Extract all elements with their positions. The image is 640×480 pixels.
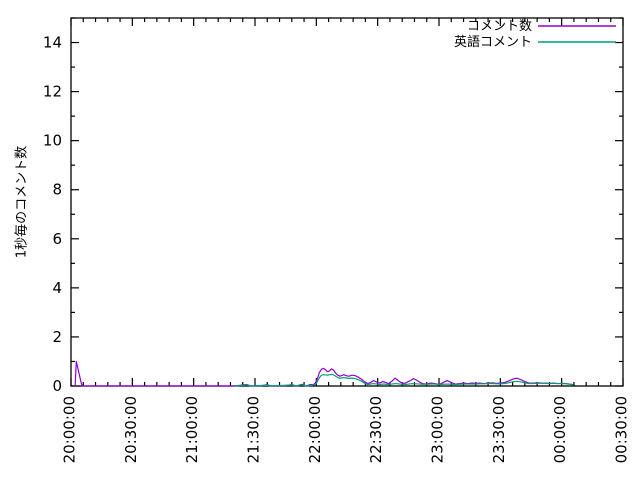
x-tick-label: 22:00:00 bbox=[306, 396, 324, 463]
x-tick-label-group: 22:30:00 bbox=[367, 396, 385, 463]
y-tick-label: 12 bbox=[43, 83, 62, 101]
x-tick-label: 21:00:00 bbox=[183, 396, 201, 463]
y-tick-label: 2 bbox=[52, 328, 62, 346]
x-tick-label-group: 20:00:00 bbox=[61, 396, 79, 463]
x-tick-label: 20:30:00 bbox=[122, 396, 140, 463]
x-tick-label-group: 22:00:00 bbox=[306, 396, 324, 463]
y-axis-tick-labels: 0 2 4 6 8 10 12 14 bbox=[43, 34, 62, 395]
x-tick-label-group: 23:30:00 bbox=[490, 396, 508, 463]
y-axis-title-text: 1秒毎のコメント数 bbox=[14, 146, 30, 258]
y-tick-label: 4 bbox=[52, 279, 62, 297]
x-tick-label-group: 23:00:00 bbox=[429, 396, 447, 463]
x-tick-label-group: 00:00:00 bbox=[551, 396, 569, 463]
x-tick-label-group: 20:30:00 bbox=[122, 396, 140, 463]
x-tick-label: 21:30:00 bbox=[245, 396, 263, 463]
y-tick-label: 8 bbox=[52, 181, 62, 199]
legend-label-2: 英語コメント bbox=[454, 34, 532, 50]
y-tick-label: 10 bbox=[43, 132, 62, 150]
data-series-layer bbox=[74, 360, 574, 387]
x-tick-label-group: 21:30:00 bbox=[245, 396, 263, 463]
series-line-2 bbox=[233, 373, 574, 387]
x-tick-label: 23:00:00 bbox=[429, 396, 447, 463]
y-tick-label: 6 bbox=[52, 230, 62, 248]
x-axis-tick-labels: 20:00:00 20:30:00 21:00:00 21:30:00 22:00:00… bbox=[61, 396, 631, 463]
x-tick-label: 00:30:00 bbox=[613, 396, 631, 463]
x-tick-label-group: 21:00:00 bbox=[183, 396, 201, 463]
plot-frame bbox=[70, 17, 624, 387]
x-tick-label-group: 00:30:00 bbox=[613, 396, 631, 463]
legend-label-1: コメント数 bbox=[467, 19, 532, 34]
x-tick-label: 00:00:00 bbox=[551, 396, 569, 463]
y-tick-label: 0 bbox=[52, 377, 62, 395]
x-axis-ticks bbox=[70, 18, 624, 386]
y-axis-title: 1秒毎のコメント数 bbox=[14, 146, 30, 258]
x-tick-label: 23:30:00 bbox=[490, 396, 508, 463]
x-tick-label: 22:30:00 bbox=[367, 396, 385, 463]
y-tick-label: 14 bbox=[43, 34, 62, 52]
plot-border bbox=[70, 17, 624, 387]
x-tick-label: 20:00:00 bbox=[61, 396, 79, 463]
y-axis-title-group: 1秒毎のコメント数 bbox=[14, 146, 30, 258]
y-axis-ticks bbox=[71, 17, 623, 387]
